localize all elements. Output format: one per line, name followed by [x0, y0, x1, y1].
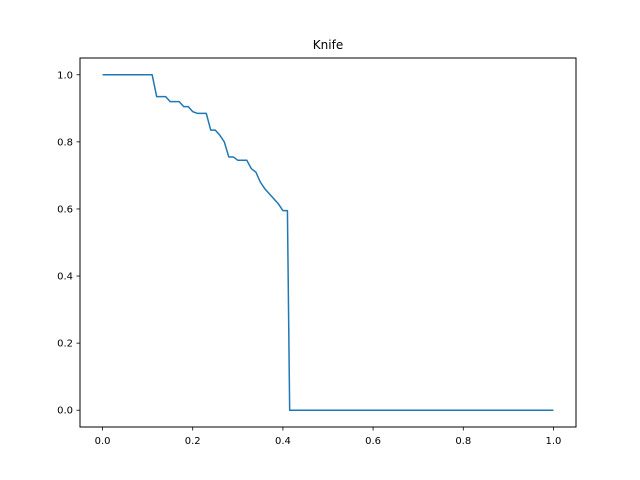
x-tick-label: 1.0 [546, 436, 562, 447]
x-tick-label: 0.8 [455, 436, 471, 447]
x-tick-label: 0.4 [275, 436, 291, 447]
y-axis: 0.0 0.2 0.4 0.6 0.8 1.0 [57, 70, 80, 417]
y-tick-label: 0.8 [57, 137, 73, 148]
plot-area [102, 74, 554, 411]
y-tick-label: 0.4 [57, 272, 73, 283]
y-tick-label: 0.0 [57, 406, 73, 417]
y-tick-label: 0.6 [57, 204, 73, 215]
x-axis: 0.0 0.2 0.4 0.6 0.8 1.0 [95, 427, 562, 447]
x-tick-label: 0.0 [95, 436, 111, 447]
series-line [102, 74, 554, 411]
y-tick-label: 0.2 [57, 339, 73, 350]
x-tick-label: 0.6 [365, 436, 381, 447]
axes-frame [79, 57, 577, 428]
y-tick-label: 1.0 [57, 70, 73, 81]
x-tick-label: 0.2 [185, 436, 201, 447]
chart-title: Knife [313, 38, 343, 52]
